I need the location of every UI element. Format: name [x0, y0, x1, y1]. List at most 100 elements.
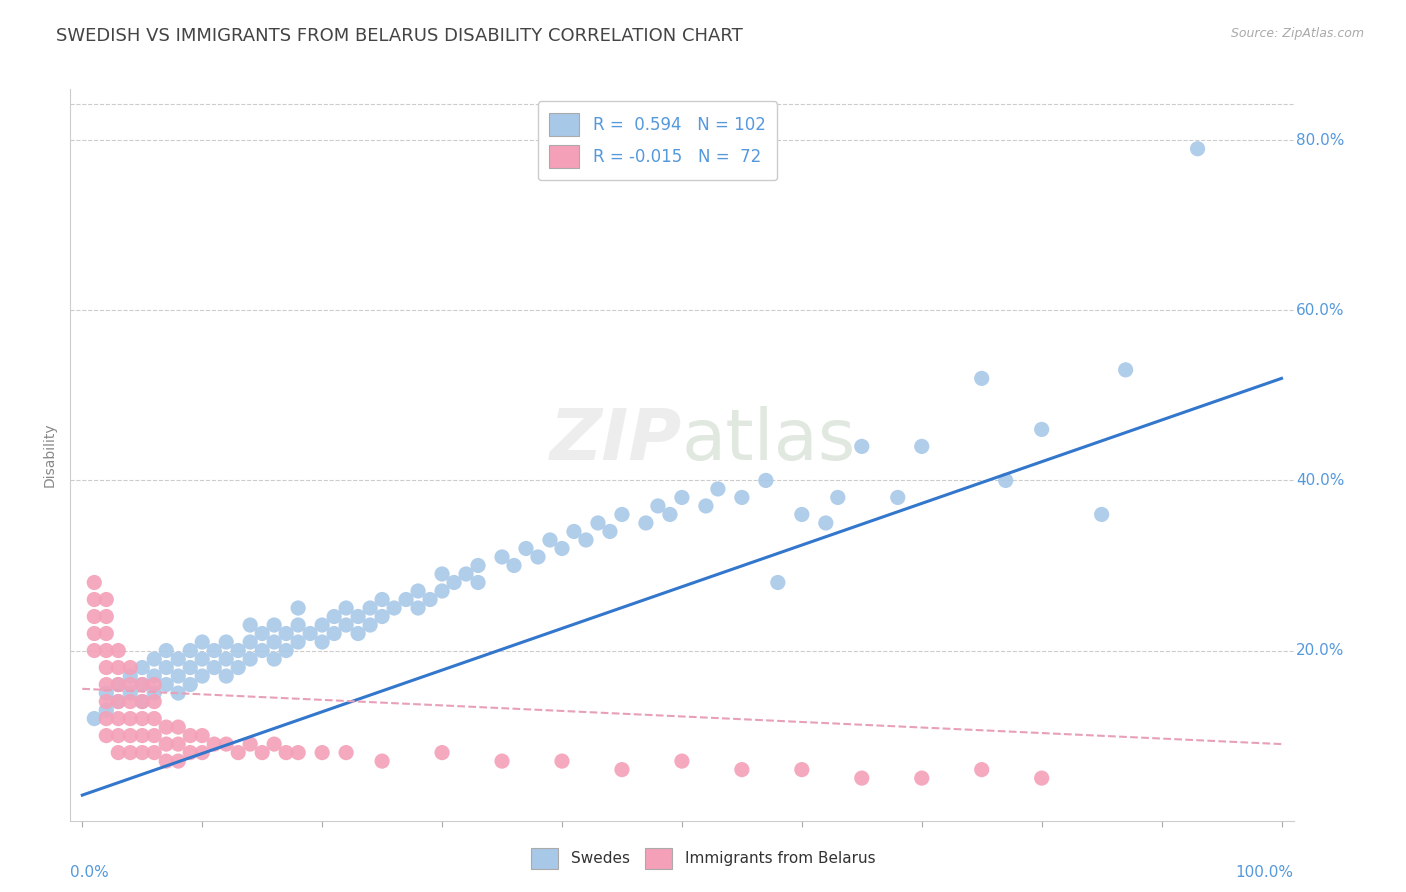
Point [107, 677, 129, 691]
Point [191, 746, 214, 760]
Point [250, 626, 273, 640]
Point [515, 541, 537, 556]
Point [120, 712, 142, 726]
Point [263, 737, 285, 751]
Point [671, 754, 693, 768]
Text: 80.0%: 80.0% [1296, 133, 1344, 148]
Point [1091, 508, 1114, 522]
Point [179, 660, 201, 674]
Text: Source: ZipAtlas.com: Source: ZipAtlas.com [1230, 27, 1364, 40]
Point [155, 660, 177, 674]
Point [395, 592, 418, 607]
Point [250, 746, 273, 760]
Point [131, 695, 153, 709]
Point [96, 677, 118, 691]
Point [120, 660, 142, 674]
Point [120, 677, 142, 691]
Point [191, 652, 214, 666]
Point [107, 695, 129, 709]
Point [167, 754, 190, 768]
Point [120, 695, 142, 709]
Point [107, 695, 129, 709]
Point [335, 618, 357, 632]
Text: 100.0%: 100.0% [1236, 864, 1294, 880]
Point [226, 746, 249, 760]
Point [96, 703, 118, 717]
Point [287, 746, 309, 760]
Point [766, 575, 789, 590]
Point [658, 508, 681, 522]
Point [1187, 142, 1209, 156]
Text: 0.0%: 0.0% [70, 864, 110, 880]
Point [911, 439, 934, 453]
Point [1115, 363, 1137, 377]
Point [323, 609, 346, 624]
Point [467, 575, 489, 590]
Point [851, 439, 873, 453]
Point [143, 686, 166, 700]
Point [226, 643, 249, 657]
Point [276, 626, 298, 640]
Point [634, 516, 657, 530]
Point [599, 524, 621, 539]
Point [83, 626, 105, 640]
Point [202, 737, 225, 751]
Point [96, 660, 118, 674]
Point [1031, 771, 1053, 785]
Point [179, 729, 201, 743]
Point [359, 618, 381, 632]
Point [107, 712, 129, 726]
Point [167, 669, 190, 683]
Point [167, 652, 190, 666]
Point [887, 491, 910, 505]
Point [120, 729, 142, 743]
Point [406, 601, 429, 615]
Point [120, 746, 142, 760]
Point [239, 635, 262, 649]
Point [131, 660, 153, 674]
Point [695, 499, 717, 513]
Point [131, 729, 153, 743]
Point [430, 566, 453, 581]
Point [1031, 422, 1053, 436]
Point [790, 508, 813, 522]
Point [167, 720, 190, 734]
Point [406, 584, 429, 599]
Text: 40.0%: 40.0% [1296, 473, 1344, 488]
Point [287, 635, 309, 649]
Point [143, 695, 166, 709]
Point [179, 643, 201, 657]
Point [107, 729, 129, 743]
Point [311, 618, 333, 632]
Point [311, 746, 333, 760]
Point [551, 754, 574, 768]
Point [143, 746, 166, 760]
Text: atlas: atlas [682, 406, 856, 475]
Point [96, 643, 118, 657]
Point [382, 601, 405, 615]
Point [96, 626, 118, 640]
Point [311, 635, 333, 649]
Point [131, 746, 153, 760]
Point [263, 652, 285, 666]
Point [239, 652, 262, 666]
Point [120, 686, 142, 700]
Point [790, 763, 813, 777]
Point [107, 746, 129, 760]
Point [970, 763, 993, 777]
Point [335, 601, 357, 615]
Point [83, 575, 105, 590]
Point [731, 763, 754, 777]
Point [503, 558, 526, 573]
Point [335, 746, 357, 760]
Point [83, 643, 105, 657]
Point [250, 643, 273, 657]
Point [191, 729, 214, 743]
Point [263, 618, 285, 632]
Point [647, 499, 669, 513]
Point [671, 491, 693, 505]
Point [454, 566, 477, 581]
Point [359, 601, 381, 615]
Point [155, 754, 177, 768]
Point [731, 491, 754, 505]
